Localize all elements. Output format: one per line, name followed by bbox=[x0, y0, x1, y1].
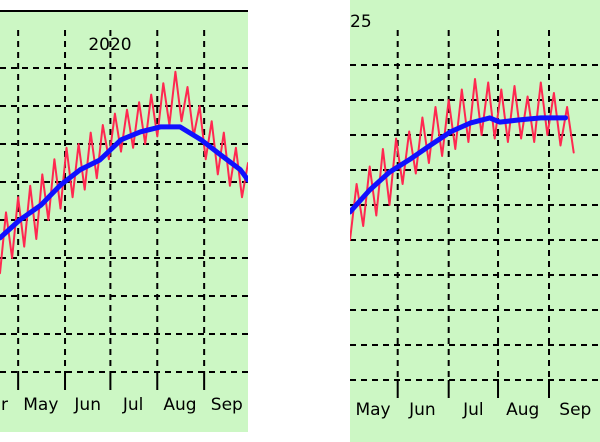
chart-panel: May Jun Jul Aug Sep 25 bbox=[350, 0, 600, 442]
x-tick-label: Jun bbox=[73, 395, 101, 415]
x-tick-label: Sep bbox=[559, 400, 591, 420]
plot-area: r May Jun Jul Aug Sep bbox=[0, 30, 248, 415]
x-tick-label: Aug bbox=[506, 400, 539, 420]
x-tick-label: Aug bbox=[163, 395, 196, 415]
data-line bbox=[350, 115, 568, 215]
x-tick-label: Jul bbox=[462, 400, 484, 420]
panel-background bbox=[350, 0, 600, 442]
chart-panel: r May Jun Jul Aug Sep 2020 bbox=[0, 10, 248, 432]
x-tick-label: May bbox=[355, 400, 390, 420]
chart-title: 2020 bbox=[88, 35, 131, 55]
x-tick-label: r bbox=[1, 395, 8, 415]
x-tick-label: Jun bbox=[408, 400, 436, 420]
x-tick-label: May bbox=[23, 395, 58, 415]
plot-area: May Jun Jul Aug Sep bbox=[350, 30, 600, 420]
x-tick-label: Jul bbox=[122, 395, 144, 415]
x-tick-label: Sep bbox=[211, 395, 243, 415]
data-line bbox=[0, 124, 248, 241]
chart-title: 25 bbox=[350, 12, 372, 32]
data-line bbox=[350, 78, 575, 241]
data-line bbox=[0, 70, 248, 275]
